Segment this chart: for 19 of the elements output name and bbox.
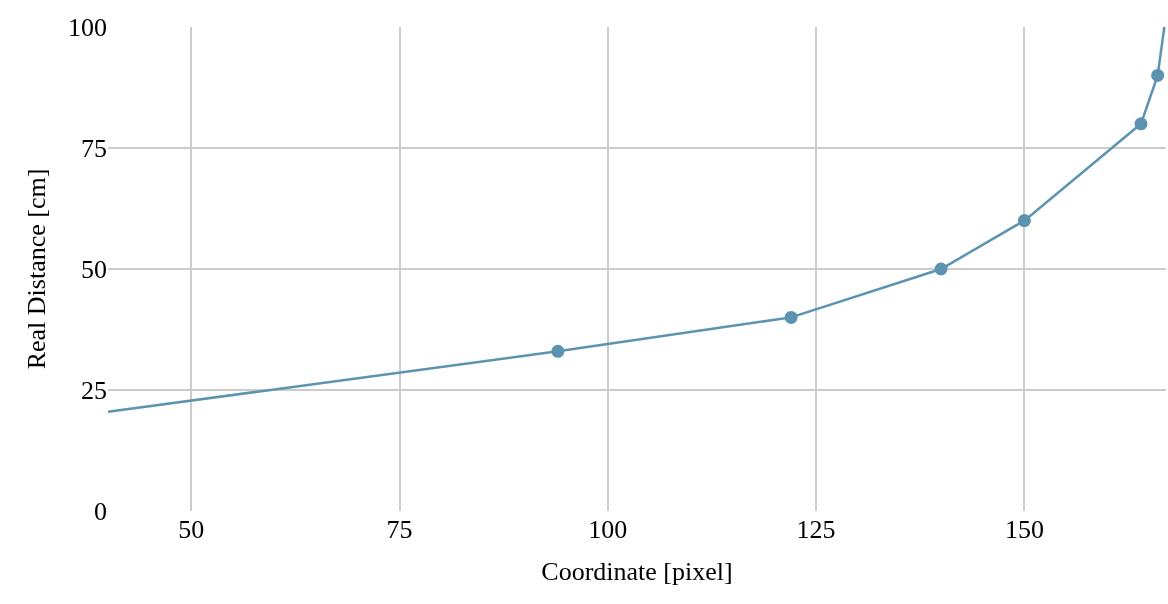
x-tick-label: 125 <box>796 515 836 544</box>
x-tick-label: 50 <box>178 515 205 544</box>
point <box>934 262 948 276</box>
x-tick-label: 100 <box>588 515 628 544</box>
y-tick-label: 0 <box>94 497 107 527</box>
y-tick-label: 25 <box>81 376 107 406</box>
point <box>1134 117 1148 131</box>
point <box>551 344 565 358</box>
x-tick-label: 150 <box>1004 515 1044 544</box>
point <box>1017 214 1031 228</box>
y-tick-label: 100 <box>68 13 107 43</box>
y-tick-label: 75 <box>81 134 107 164</box>
y-axis-title: Real Distance [cm] <box>22 168 52 370</box>
point <box>1151 68 1165 82</box>
y-tick-label: 50 <box>81 255 107 285</box>
line-series <box>108 27 1166 414</box>
point <box>784 310 798 324</box>
x-tick-label: 75 <box>386 515 413 544</box>
x-axis-title: Coordinate [pixel] <box>541 556 733 586</box>
